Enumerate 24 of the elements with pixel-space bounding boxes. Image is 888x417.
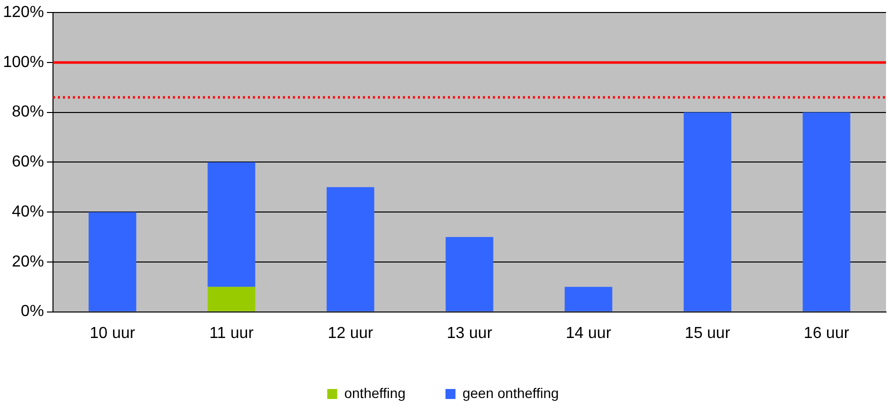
bar (446, 237, 494, 312)
bar (208, 162, 256, 287)
y-tick-label: 0% (20, 303, 44, 320)
x-tick-label: 13 uur (446, 324, 493, 342)
bar (802, 112, 850, 312)
legend-label: geen ontheffing (462, 384, 559, 401)
y-tick-label: 40% (12, 203, 44, 220)
x-tick-label: 14 uur (566, 324, 612, 342)
bar (326, 187, 374, 312)
y-tick-label: 120% (3, 4, 44, 22)
x-tick-label: 11 uur (209, 324, 254, 342)
y-tick-label: 20% (12, 253, 44, 270)
bar (88, 212, 136, 312)
bar (684, 112, 732, 312)
y-tick-label: 60% (12, 154, 44, 171)
x-tick-label: 16 uur (804, 324, 850, 342)
x-tick-label: 15 uur (684, 324, 731, 342)
x-tick-label: 10 uur (90, 324, 136, 342)
bar (208, 286, 256, 312)
x-tick-label: 12 uur (328, 324, 374, 342)
y-tick-label: 100% (3, 54, 44, 71)
y-tick-label: 80% (12, 104, 44, 121)
legend-label: ontheffing (344, 384, 406, 401)
bar (564, 286, 612, 312)
